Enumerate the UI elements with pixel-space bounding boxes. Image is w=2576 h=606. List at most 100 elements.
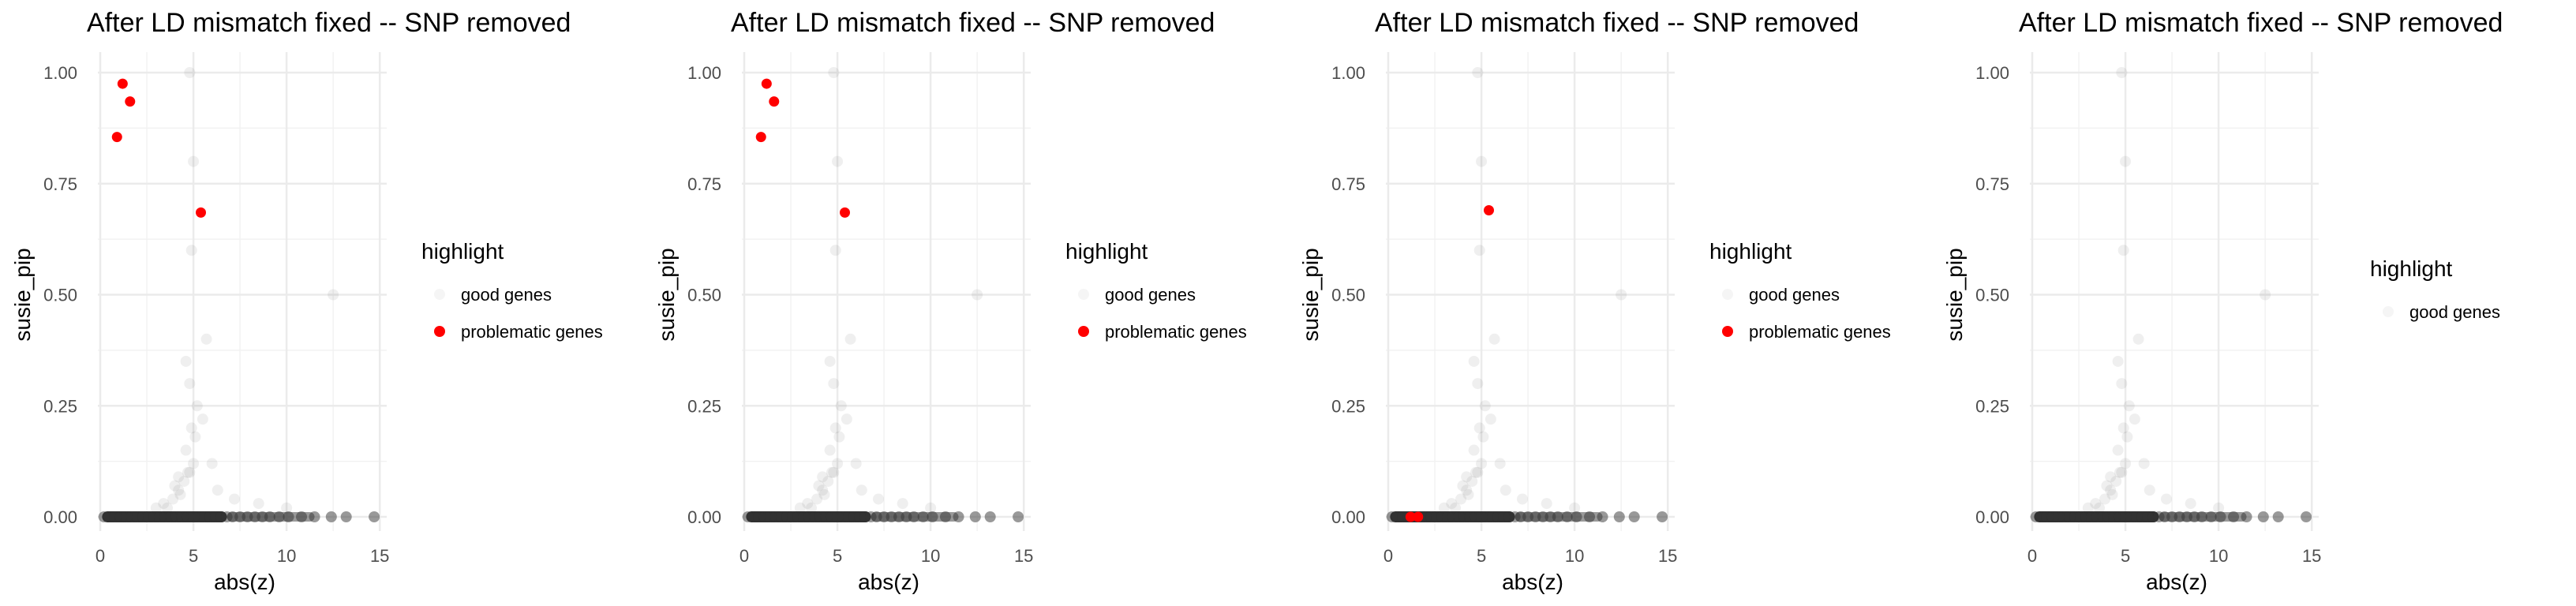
data-point bbox=[844, 333, 856, 345]
y-tick-label: 0.00 bbox=[1331, 507, 1365, 527]
data-point bbox=[2105, 484, 2117, 496]
data-point bbox=[2129, 413, 2140, 425]
data-point bbox=[969, 511, 981, 522]
series-1 bbox=[742, 67, 1024, 522]
data-point bbox=[2257, 511, 2269, 522]
legend-entry-label: good genes bbox=[1749, 285, 1840, 305]
y-axis-label: susie_pip bbox=[654, 248, 679, 341]
data-point bbox=[2099, 493, 2111, 505]
data-point bbox=[835, 400, 847, 412]
data-point bbox=[328, 289, 339, 301]
data-point bbox=[1468, 355, 1480, 367]
data-point bbox=[309, 511, 320, 522]
data-point bbox=[1455, 493, 1467, 505]
data-point bbox=[940, 511, 952, 522]
data-point bbox=[1461, 484, 1473, 496]
x-tick-label: 5 bbox=[833, 546, 842, 566]
data-point bbox=[1472, 466, 1484, 478]
data-point bbox=[927, 511, 938, 522]
chart-title: After LD mismatch fixed -- SNP removed bbox=[2019, 8, 2503, 38]
data-point bbox=[2213, 502, 2225, 514]
data-point bbox=[2117, 245, 2129, 256]
legend-entry-label: problematic genes bbox=[1105, 322, 1247, 342]
x-tick-label: 0 bbox=[1383, 546, 1393, 566]
data-point bbox=[2110, 475, 2122, 487]
data-point bbox=[167, 493, 179, 505]
data-point bbox=[125, 96, 136, 107]
data-point bbox=[1657, 511, 1668, 522]
data-point bbox=[2105, 471, 2117, 483]
data-point bbox=[828, 378, 840, 390]
data-point bbox=[2144, 484, 2155, 496]
y-tick-label: 0.00 bbox=[687, 507, 721, 527]
data-point bbox=[184, 67, 196, 78]
data-point bbox=[1457, 480, 1469, 492]
data-point bbox=[150, 502, 162, 514]
data-point bbox=[2106, 488, 2118, 500]
data-point bbox=[755, 132, 766, 143]
x-tick-label: 15 bbox=[2302, 546, 2321, 566]
y-tick-label: 0.50 bbox=[687, 286, 721, 305]
data-point bbox=[1461, 471, 1473, 483]
data-point bbox=[173, 484, 185, 496]
data-point bbox=[1485, 413, 1496, 425]
data-point bbox=[873, 493, 885, 505]
y-tick-label: 0.75 bbox=[687, 174, 721, 194]
y-tick-label: 0.25 bbox=[687, 396, 721, 416]
data-point bbox=[196, 207, 207, 218]
data-point bbox=[2228, 511, 2240, 522]
data-point bbox=[828, 466, 840, 478]
data-point bbox=[2120, 155, 2132, 167]
data-point bbox=[2101, 480, 2113, 492]
data-point bbox=[325, 511, 337, 522]
y-axis-label: susie_pip bbox=[1942, 248, 1967, 341]
data-point bbox=[1584, 511, 1596, 522]
data-point bbox=[1571, 511, 1582, 522]
y-tick-label: 0.75 bbox=[1331, 174, 1365, 194]
data-point bbox=[822, 475, 834, 487]
data-point bbox=[1477, 431, 1489, 443]
data-point bbox=[1450, 502, 1462, 514]
series-2 bbox=[755, 78, 851, 218]
data-point bbox=[802, 498, 814, 510]
data-point bbox=[769, 96, 780, 107]
data-point bbox=[2205, 511, 2217, 522]
data-point bbox=[829, 422, 841, 434]
x-axis-label: abs(z) bbox=[1502, 570, 1563, 594]
data-point bbox=[169, 480, 181, 492]
data-point bbox=[2116, 67, 2128, 78]
legend-key bbox=[434, 289, 445, 300]
data-point bbox=[826, 466, 837, 478]
y-axis-label: susie_pip bbox=[1298, 248, 1323, 341]
series-1 bbox=[98, 67, 380, 522]
data-point bbox=[1494, 458, 1506, 469]
data-point bbox=[188, 155, 200, 167]
data-point bbox=[824, 355, 836, 367]
legend-title: highlight bbox=[421, 239, 504, 264]
data-point bbox=[2215, 511, 2226, 522]
data-point bbox=[1473, 245, 1485, 256]
data-point bbox=[1597, 511, 1608, 522]
x-tick-label: 15 bbox=[370, 546, 389, 566]
data-point bbox=[2116, 378, 2128, 390]
legend-key bbox=[2383, 306, 2394, 317]
legend-title: highlight bbox=[1709, 239, 1792, 264]
grid bbox=[2030, 52, 2319, 531]
legend-title: highlight bbox=[2370, 256, 2453, 281]
data-point bbox=[162, 502, 174, 514]
legend: highlight good genes problematic genes bbox=[1709, 239, 1891, 342]
x-tick-label: 10 bbox=[2209, 546, 2228, 566]
data-point bbox=[184, 466, 196, 478]
data-point bbox=[2132, 333, 2144, 345]
data-point bbox=[1628, 511, 1640, 522]
data-point bbox=[1476, 155, 1488, 167]
data-point bbox=[1561, 511, 1573, 522]
data-point bbox=[229, 493, 241, 505]
grid bbox=[1386, 52, 1675, 531]
legend-key bbox=[434, 326, 445, 337]
data-point bbox=[212, 484, 223, 496]
data-point bbox=[813, 480, 825, 492]
x-tick-label: 10 bbox=[1565, 546, 1584, 566]
legend: highlight good genes bbox=[2370, 256, 2500, 322]
data-point bbox=[2117, 422, 2129, 434]
